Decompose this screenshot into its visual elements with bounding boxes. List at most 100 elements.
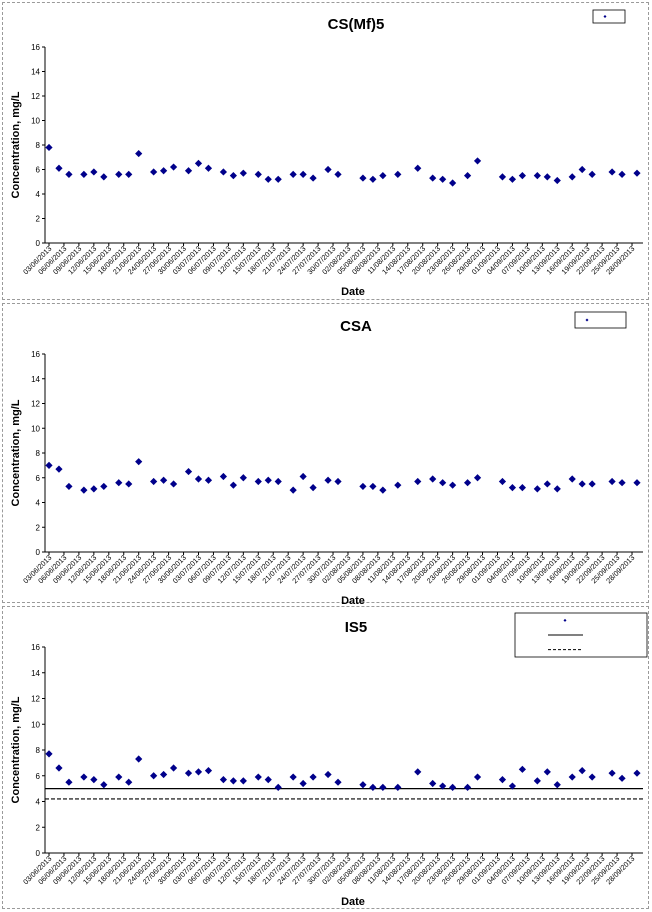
data-point [194, 475, 203, 483]
data-point [65, 778, 73, 786]
y-tick-label: 16 [31, 643, 40, 652]
data-point [633, 479, 641, 487]
y-tick-label: 12 [31, 92, 40, 101]
legend-box [574, 311, 627, 329]
y-tick-label: 12 [31, 400, 40, 409]
data-point [473, 157, 482, 165]
data-point [359, 482, 367, 491]
data-point [90, 485, 98, 493]
y-axis-label: Concentration, mg/L [10, 696, 22, 803]
data-point [115, 170, 123, 178]
data-point [125, 778, 133, 786]
data-point [324, 476, 332, 484]
data-point [379, 783, 387, 791]
legend-marker [585, 318, 589, 322]
data-point [264, 776, 272, 784]
data-point [80, 170, 88, 178]
data-point [45, 750, 53, 758]
data-point [219, 776, 228, 784]
data-point [90, 168, 98, 176]
data-point [150, 477, 158, 486]
data-point [324, 165, 332, 174]
data-point [449, 481, 457, 489]
data-point [633, 769, 641, 777]
y-tick-label: 10 [31, 424, 40, 433]
data-point [369, 175, 377, 183]
y-tick-label: 10 [31, 720, 40, 729]
data-point [618, 170, 626, 178]
data-point [543, 173, 551, 181]
data-point [578, 767, 586, 775]
data-point [633, 169, 641, 177]
data-point [518, 172, 526, 180]
data-point [439, 175, 447, 183]
data-point [45, 461, 53, 469]
data-point [498, 776, 507, 784]
data-point [169, 480, 178, 488]
data-point [463, 479, 472, 487]
data-point [429, 475, 437, 483]
data-point [568, 773, 576, 781]
data-point [518, 484, 526, 492]
y-tick-label: 0 [36, 548, 41, 557]
y-tick-label: 16 [31, 350, 40, 359]
x-axis-label: Date [341, 896, 365, 908]
y-tick-label: 2 [36, 215, 41, 224]
y-tick-label: 4 [36, 499, 41, 508]
data-point [309, 174, 317, 182]
data-point [473, 773, 482, 781]
data-point [135, 149, 143, 158]
data-point [439, 479, 447, 487]
data-point [553, 485, 561, 493]
chart-svg: IS5024681012141603/06/201306/06/201309/0… [10, 612, 648, 908]
data-point [65, 170, 73, 178]
data-point [150, 168, 158, 176]
data-point [553, 781, 561, 789]
y-tick-label: 14 [31, 68, 40, 77]
data-point [473, 474, 482, 482]
data-point [135, 755, 143, 763]
data-point [359, 174, 367, 182]
data-point [254, 170, 262, 178]
data-point [289, 773, 297, 781]
data-point [219, 168, 228, 176]
y-tick-label: 6 [36, 474, 41, 483]
data-point [125, 170, 133, 178]
data-point [578, 165, 586, 174]
data-point [463, 172, 472, 180]
data-point [608, 477, 616, 486]
chart-title: IS5 [345, 619, 368, 636]
legend-box [592, 9, 626, 24]
y-tick-label: 8 [36, 449, 41, 458]
data-point [150, 772, 158, 780]
data-point [498, 173, 507, 181]
data-point [578, 480, 586, 488]
data-point [115, 773, 123, 781]
data-point [65, 482, 73, 491]
y-tick-label: 2 [36, 523, 41, 532]
data-point [369, 783, 377, 791]
data-point [414, 477, 422, 486]
data-point [204, 767, 213, 775]
data-point [543, 768, 551, 776]
data-point [379, 172, 387, 180]
data-point [90, 776, 98, 784]
data-point [55, 164, 63, 172]
data-point [334, 778, 342, 786]
chart-svg: CSA024681012141603/06/201306/06/201309/0… [10, 311, 643, 607]
y-axis-label: Concentration, mg/L [10, 399, 22, 506]
data-point [204, 476, 213, 484]
data-point [618, 479, 626, 487]
x-axis-label: Date [341, 286, 365, 298]
data-point [463, 783, 472, 791]
data-point [229, 172, 237, 180]
data-point [160, 770, 168, 779]
data-point [274, 783, 282, 791]
data-point [299, 472, 307, 481]
y-tick-label: 4 [36, 798, 41, 807]
data-point [169, 764, 178, 772]
data-point [229, 481, 237, 489]
y-tick-label: 16 [31, 43, 40, 52]
data-point [229, 777, 237, 785]
data-point [309, 484, 317, 492]
